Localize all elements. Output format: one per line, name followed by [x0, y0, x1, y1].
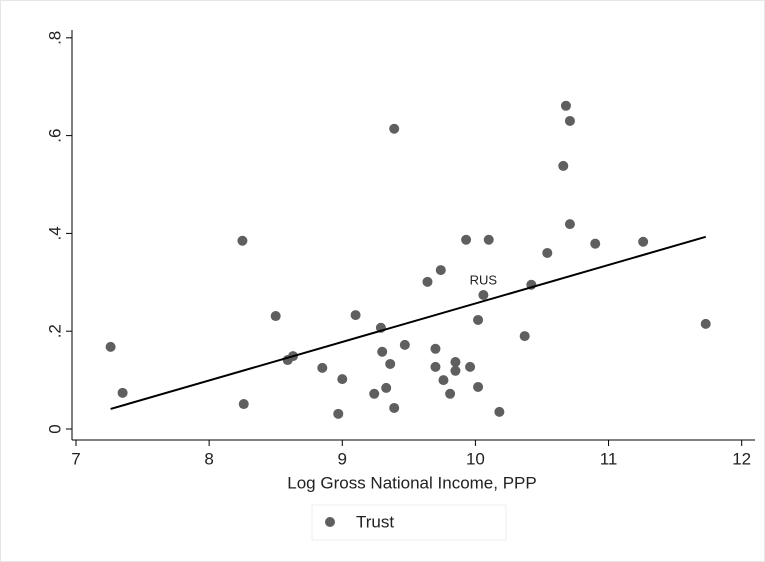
x-tick-label: 12: [732, 449, 751, 468]
point: [369, 388, 380, 399]
point: [435, 265, 446, 276]
point: [385, 358, 396, 369]
point: [483, 234, 494, 245]
point: [450, 365, 461, 376]
y-tick-label: 0: [45, 424, 64, 433]
x-tick-label: 8: [204, 449, 213, 468]
point: [473, 381, 484, 392]
point: [333, 408, 344, 419]
point: [389, 123, 400, 134]
point: [430, 361, 441, 372]
point-label: RUS: [470, 272, 498, 287]
point: [422, 276, 433, 287]
point: [450, 357, 461, 368]
x-tick-label: 11: [600, 449, 618, 468]
legend-box: [311, 504, 507, 541]
point: [465, 361, 476, 372]
y-tick-label: .8: [45, 31, 64, 45]
point: [558, 160, 569, 171]
x-tick-label: 10: [466, 449, 485, 468]
point: [638, 236, 649, 247]
point: [350, 310, 361, 321]
point: [560, 100, 571, 111]
point: [519, 331, 530, 342]
point: [700, 318, 711, 329]
point: [445, 388, 456, 399]
point: [590, 238, 601, 249]
point: [438, 375, 449, 386]
point: [381, 382, 392, 393]
point: [473, 314, 484, 325]
y-tick-label: .6: [45, 129, 64, 143]
legend-label: Trust: [356, 512, 394, 531]
x-tick-label: 9: [338, 449, 347, 468]
point: [430, 343, 441, 354]
point: [270, 311, 281, 322]
point: [105, 341, 116, 352]
x-axis-label: Log Gross National Income, PPP: [287, 473, 536, 492]
point: [237, 235, 248, 246]
point: [238, 399, 249, 410]
point: [337, 374, 348, 385]
point: [461, 234, 472, 245]
point: [389, 402, 400, 413]
y-tick-label: .2: [45, 324, 64, 338]
point: [317, 362, 328, 373]
point: [399, 339, 410, 350]
point: [564, 219, 575, 230]
x-tick-label: 7: [71, 449, 80, 468]
point: [377, 346, 388, 357]
point: [117, 387, 128, 398]
legend-marker: [325, 517, 335, 527]
point: [478, 290, 489, 301]
point: [542, 247, 553, 258]
fit-line: [110, 235, 707, 410]
point: [564, 115, 575, 126]
point: [494, 406, 505, 417]
y-tick-label: .4: [45, 226, 64, 240]
